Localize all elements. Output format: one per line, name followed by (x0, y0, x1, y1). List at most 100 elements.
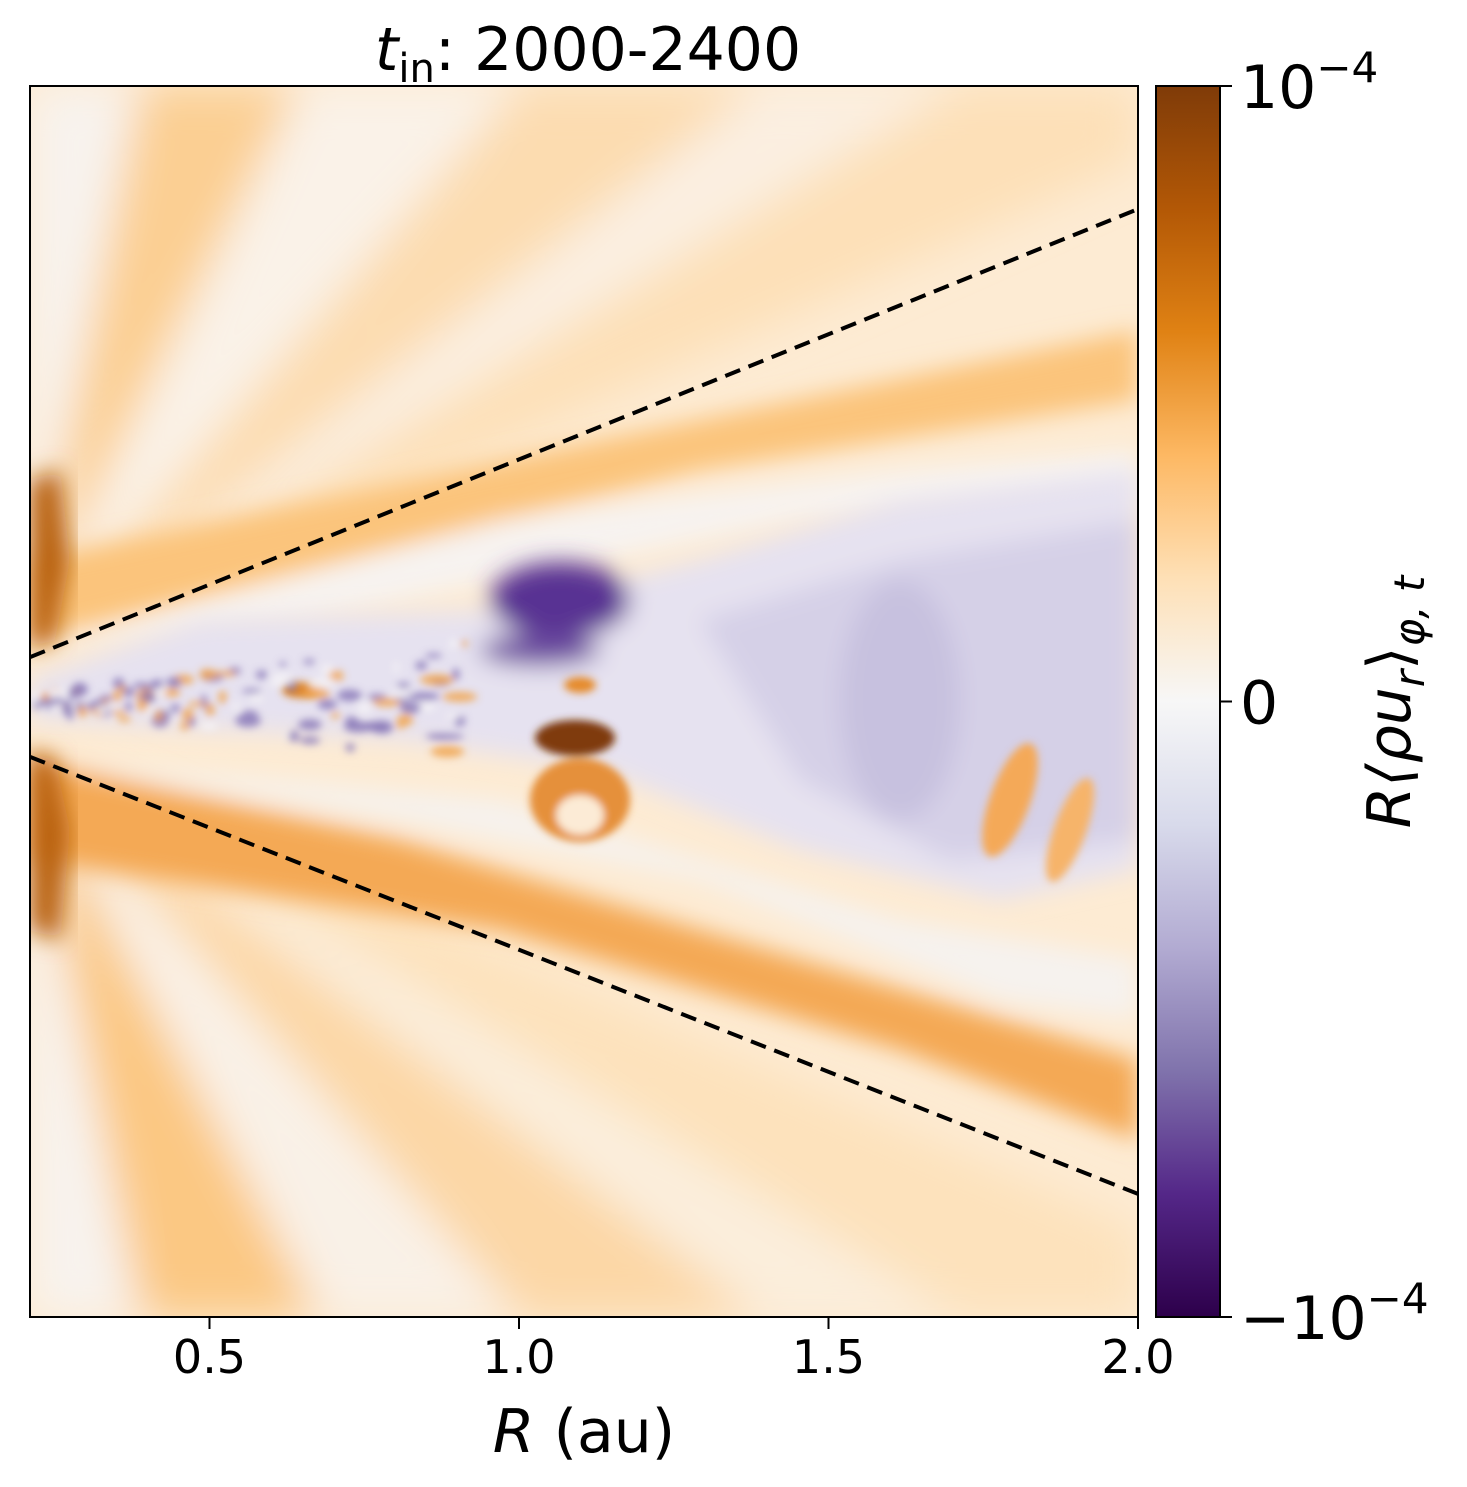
turbulence-speckle (110, 702, 117, 709)
turbulence-speckle (154, 709, 163, 722)
turbulence-speckle (112, 690, 122, 702)
inner-turbulence (30, 638, 478, 758)
inner-dark-beam-lower (30, 750, 70, 940)
turbulence-speckle (448, 638, 458, 649)
turbulence-speckle (117, 685, 126, 693)
cbar-label-close: ⟩ (1355, 646, 1425, 669)
colorbar-label: R⟨ρur⟩φ, t (1355, 574, 1434, 828)
x-tick-label: 1.5 (792, 1330, 865, 1384)
turbulence-speckle (67, 686, 82, 698)
lower-band-orange-1 (30, 780, 320, 1317)
turbulence-speckle (117, 716, 132, 723)
turbulence-speckle (220, 670, 236, 677)
lower-wedge-orange (30, 760, 1138, 1140)
colorbar-ticks: 10−40−10−4 (1220, 43, 1429, 1354)
turbulence-speckle (271, 672, 295, 685)
turbulence-speckle (330, 712, 341, 719)
turbulence-speckle (111, 710, 126, 715)
cbar-label-main: R⟨ρu (1355, 687, 1425, 828)
turbulence-speckle (51, 688, 59, 700)
plot-frame (29, 85, 1139, 1318)
turbulence-speckle (77, 706, 87, 718)
turbulence-speckle (279, 661, 286, 668)
turbulence-speckle (452, 668, 460, 681)
turbulence-speckle (428, 733, 465, 740)
turbulence-speckle (396, 714, 414, 726)
turbulence-speckle (419, 674, 454, 685)
turbulence-speckle (298, 719, 322, 731)
turbulence-speckle (133, 682, 149, 689)
colorbar-tick-exponent: −4 (1367, 1274, 1429, 1323)
orange-blob-ring-hole (556, 795, 604, 835)
turbulence-speckle (180, 722, 190, 731)
upper-band-orange-2 (30, 86, 760, 650)
upper-band-orange-1 (30, 86, 300, 620)
title-symbol: t (375, 15, 401, 85)
title-rest: : 2000-2400 (435, 15, 801, 85)
turbulence-speckle (303, 659, 315, 665)
upper-band-light-2 (30, 86, 520, 640)
orange-blob-small-2 (564, 677, 596, 693)
upper-wedge-white (40, 450, 1138, 650)
turbulence-speckle (170, 704, 181, 713)
heatmap-field (30, 86, 1138, 1317)
turbulence-speckle (345, 743, 355, 752)
x-axis-label: R (au) (493, 1397, 675, 1467)
turbulence-speckle (415, 661, 428, 670)
x-tick-label: 0.5 (173, 1330, 246, 1384)
turbulence-speckle (399, 702, 422, 714)
colorbar-tick-base: −10 (1240, 1284, 1367, 1354)
turbulence-speckle (288, 730, 299, 742)
colorbar-tick-label: −10−4 (1240, 1274, 1429, 1354)
turbulence-speckle (396, 682, 411, 689)
title-subscript: in (398, 46, 434, 92)
inner-dark-beam-upper (30, 470, 70, 650)
turbulence-speckle (205, 703, 215, 717)
x-tick-label: 2.0 (1101, 1330, 1174, 1384)
x-axis-label-unit: (au) (535, 1397, 676, 1467)
purple-blob-large (490, 562, 630, 638)
turbulence-speckle (460, 640, 468, 647)
turbulence-speckle (442, 691, 478, 702)
turbulence-speckle (299, 736, 321, 745)
turbulence-speckle (372, 698, 401, 707)
turbulence-speckle (150, 682, 163, 689)
turbulence-speckle (49, 704, 64, 713)
turbulence-speckle (337, 689, 362, 702)
colorbar-tick-label: 10−4 (1240, 43, 1378, 123)
orange-stripe-1 (982, 743, 1038, 857)
colorbar-tick-base: 0 (1240, 669, 1278, 739)
turbulence-speckle (343, 721, 372, 733)
purple-outer-ridge (840, 580, 960, 820)
turbulence-speckle (317, 699, 337, 710)
turbulence-speckle (249, 693, 264, 703)
lower-band-light-2 (30, 770, 520, 1317)
colorbar (1155, 85, 1221, 1318)
lower-band-orange-2 (30, 760, 760, 1317)
colorbar-tick-label: 0 (1240, 669, 1278, 739)
cbar-label-sub2: φ, t (1385, 574, 1434, 646)
cbar-label-sub1: r (1385, 667, 1434, 687)
turbulence-speckle (30, 692, 40, 705)
turbulence-speckle (231, 702, 240, 711)
turbulence-speckle (218, 690, 227, 704)
x-tick-label: 1.0 (482, 1330, 555, 1384)
turbulence-speckle (200, 721, 219, 731)
purple-blob-small (480, 634, 600, 666)
turbulence-speckle (85, 702, 93, 710)
colorbar-tick-base: 10 (1240, 53, 1316, 123)
lower-wedge-white (40, 760, 1138, 1020)
turbulence-speckle (393, 661, 400, 674)
chart-title: tin: 2000-2400 (375, 15, 801, 92)
orange-stripe-2 (1045, 778, 1095, 882)
turbulence-speckle (446, 713, 460, 720)
turbulence-speckle (125, 701, 133, 712)
turbulence-speckle (188, 701, 206, 707)
turbulence-speckle (242, 688, 262, 694)
orange-blob-dark (535, 720, 615, 756)
colorbar-tick-exponent: −4 (1316, 43, 1378, 92)
turbulence-speckle (66, 708, 74, 721)
turbulence-speckle (328, 670, 344, 682)
turbulence-speckle (137, 699, 148, 712)
